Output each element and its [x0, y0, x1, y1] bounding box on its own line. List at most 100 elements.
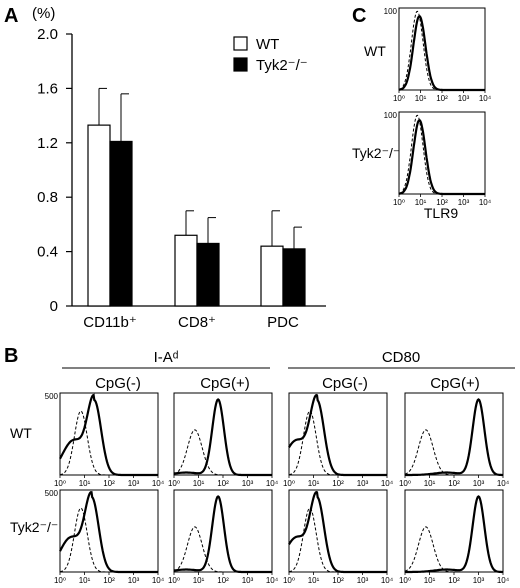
- x-tick-label: 10⁴: [479, 198, 492, 207]
- isotype-control-histogram: [404, 429, 503, 476]
- x-tick-label: 10²: [436, 94, 448, 103]
- group-label-iad: I-Aᵈ: [154, 349, 179, 366]
- x-tick-label: 10³: [242, 479, 254, 488]
- condition-label-iad-plus: CpG(+): [200, 375, 250, 392]
- x-tick-label: 10⁰: [399, 479, 411, 488]
- bar: [282, 248, 306, 307]
- y-tick-label: 0.8: [37, 189, 58, 206]
- y-max-label: 500: [45, 489, 59, 498]
- x-tick-label: 10¹: [79, 576, 91, 585]
- x-tick-label: 10²: [448, 576, 460, 585]
- sample-histogram: [288, 393, 387, 477]
- bar: [174, 234, 198, 307]
- y-tick-label: 1.6: [37, 80, 58, 97]
- y-max-label: 100: [384, 7, 398, 16]
- sample-histogram: [398, 14, 485, 92]
- bar: [87, 124, 111, 307]
- panel-b-header: I-Aᵈ CD80 CpG(-) CpG(+) CpG(-) CpG(+) WT…: [10, 349, 515, 535]
- x-tick-label: 10⁰: [54, 479, 66, 488]
- y-tick-label: 0.4: [37, 244, 58, 261]
- isotype-control-histogram: [59, 507, 158, 573]
- y-tick-label: 0: [50, 298, 58, 315]
- histogram-frame: [173, 392, 273, 476]
- x-tick-label: 10³: [473, 576, 485, 585]
- row-label-tyk2: Tyk2⁻/⁻: [10, 519, 58, 535]
- histogram-frame: [404, 392, 504, 476]
- x-category-label: CD11b⁺: [83, 314, 137, 331]
- x-tick-label: 10⁴: [152, 576, 165, 585]
- x-tick-label: 10³: [473, 479, 485, 488]
- x-tick-label: 10⁴: [266, 479, 279, 488]
- y-unit-label: (%): [32, 5, 55, 22]
- x-tick-label: 10⁴: [266, 576, 279, 585]
- x-tick-label: 10¹: [415, 94, 427, 103]
- x-tick-label: 10⁴: [152, 479, 165, 488]
- sample-histogram: [405, 495, 503, 574]
- panel-c-row-label-wt: WT: [364, 43, 386, 59]
- x-tick-label: 10¹: [193, 479, 205, 488]
- sample-histogram: [59, 393, 158, 477]
- panel-b-letter: B: [4, 345, 18, 367]
- panel-c-histograms: 10⁰ 10¹ 10² 10³ 10⁴ 100 10⁰ 10¹ 10² 10³ 10⁴ 100: [384, 7, 492, 207]
- sample-histogram: [173, 495, 272, 574]
- x-category-label: PDC: [267, 314, 299, 331]
- x-category-label: CD8⁺: [178, 314, 216, 331]
- x-tick-label: 10³: [128, 576, 140, 585]
- x-tick-label: 10⁰: [168, 479, 180, 488]
- x-tick-label: 10³: [128, 479, 140, 488]
- x-tick-label: 10³: [458, 198, 470, 207]
- sample-histogram: [59, 491, 158, 574]
- x-tick-label: 10³: [242, 576, 254, 585]
- condition-label-iad-minus: CpG(-): [95, 375, 141, 392]
- x-tick-label: 10¹: [424, 479, 436, 488]
- x-tick-label: 10²: [217, 576, 229, 585]
- x-tick-label: 10⁰: [283, 479, 295, 488]
- x-tick-label: 10¹: [415, 198, 427, 207]
- x-tick-label: 10²: [217, 479, 229, 488]
- x-tick-label: 10⁰: [393, 198, 405, 207]
- panel-c-xlabel: TLR9: [424, 205, 458, 221]
- x-tick-label: 10⁰: [54, 576, 66, 585]
- sample-histogram: [288, 490, 387, 574]
- x-tick-label: 10¹: [193, 576, 205, 585]
- isotype-control-histogram: [288, 507, 387, 573]
- panel-c-row-label-tyk2: Tyk2⁻/⁻: [352, 145, 400, 161]
- x-tick-label: 10²: [103, 479, 115, 488]
- panel-c-letter: C: [352, 5, 366, 27]
- sample-histogram: [405, 398, 503, 477]
- row-label-wt: WT: [10, 425, 32, 441]
- x-tick-label: 10²: [103, 576, 115, 585]
- x-tick-label: 10²: [332, 576, 344, 585]
- x-tick-label: 10⁰: [399, 576, 411, 585]
- x-tick-label: 10¹: [308, 479, 320, 488]
- legend-label-wt: WT: [256, 36, 279, 53]
- x-tick-label: 10²: [448, 479, 460, 488]
- x-tick-label: 10³: [357, 576, 369, 585]
- x-tick-label: 10¹: [308, 576, 320, 585]
- isotype-control-histogram: [288, 410, 387, 476]
- y-tick-label: 1.2: [37, 135, 58, 152]
- bar: [260, 245, 284, 307]
- x-tick-label: 10⁴: [381, 479, 394, 488]
- x-tick-label: 10³: [458, 94, 470, 103]
- y-max-label: 500: [45, 392, 59, 401]
- isotype-control-histogram: [404, 526, 503, 573]
- panel-c-labels: WT Tyk2⁻/⁻ TLR9: [352, 43, 458, 221]
- legend-label-tyk2: Tyk2⁻/⁻: [256, 57, 308, 74]
- x-tick-label: 10¹: [424, 576, 436, 585]
- sample-histogram: [173, 398, 272, 477]
- bar-chart: (%) 0 0.4 0.8 1.2 1.6 2.0 CD11b⁺ CD8⁺ PDC WT Ty…: [32, 5, 326, 331]
- panel-a-letter: A: [4, 5, 18, 27]
- condition-label-cd80-plus: CpG(+): [430, 375, 480, 392]
- x-tick-label: 10²: [436, 198, 448, 207]
- histogram-frame: [173, 489, 273, 573]
- legend-swatch-tyk2: [233, 57, 248, 72]
- x-tick-label: 10⁰: [283, 576, 295, 585]
- y-max-label: 100: [384, 111, 398, 120]
- isotype-control-histogram: [173, 526, 272, 573]
- x-tick-label: 10⁰: [393, 94, 405, 103]
- sample-histogram: [398, 118, 485, 196]
- group-label-cd80: CD80: [382, 349, 420, 366]
- histogram-frame: [404, 489, 504, 573]
